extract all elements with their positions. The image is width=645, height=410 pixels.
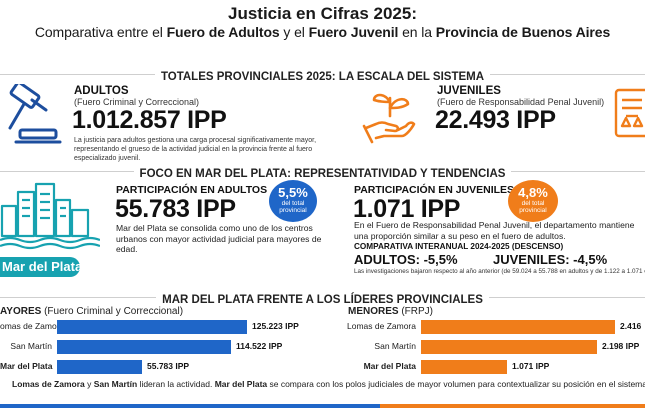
city-label: Mar del Plata <box>2 259 83 274</box>
gavel-icon <box>8 84 62 144</box>
bar-category-label: omas de Zamora <box>0 321 65 331</box>
compare-adultos: ADULTOS: -5,5% <box>354 252 458 267</box>
compare-note: Las investigaciones bajaron respecto al … <box>354 268 645 275</box>
hand-plant-icon <box>362 93 416 144</box>
totals-heading-wrap: TOTALES PROVINCIALES 2025: LA ESCALA DEL… <box>0 67 645 85</box>
mayores-title: AYORES <box>0 306 42 317</box>
footer-part-3: San Martín <box>93 379 138 389</box>
totals-juveniles-sub: (Fuero de Responsabilidad Penal Juvenil) <box>437 97 605 107</box>
menores-chart-title: MENORES (FRPJ) <box>348 306 433 317</box>
bar-category-label: Lomas de Zamora <box>347 321 416 331</box>
bar <box>57 340 231 354</box>
bar-category-label: Mar del Plata <box>0 361 53 371</box>
bar-category-label: Mar del Plata <box>363 361 416 371</box>
bar-value-label: 55.783 IPP <box>147 361 190 371</box>
focus-heading: FOCO EN MAR DEL PLATA: REPRESENTATIVIDAD… <box>133 168 512 180</box>
bar-value-label: 1.071 IPP <box>512 361 550 371</box>
subtitle-part-6: Provincia de Buenos Aires <box>435 24 611 40</box>
compare-heading: COMPARATIVA INTERANUAL 2024-2025 (DESCEN… <box>354 242 564 251</box>
totals-adultos-note: La justicia para adultos gestiona una ca… <box>74 137 317 162</box>
menores-title: MENORES <box>348 306 399 317</box>
page-subtitle: Comparativa entre el Fuero de Adultos y … <box>0 24 645 40</box>
juveniles-share-badge: 4,8% del total provincial <box>508 180 558 222</box>
totals-juveniles-value: 22.493 IPP <box>435 106 556 134</box>
bar-category-label: San Martín <box>374 341 416 351</box>
leaders-heading-wrap: MAR DEL PLATA FRENTE A LOS LÍDERES PROVI… <box>0 290 645 308</box>
page-title: Justicia en Cifras 2025: <box>228 4 417 23</box>
mayores-sub: (Fuero Criminal y Correccional) <box>41 306 184 317</box>
totals-heading: TOTALES PROVINCIALES 2025: LA ESCALA DEL… <box>154 71 491 83</box>
focus-juveniles-text: En el Fuero de Responsabilidad Penal Juv… <box>354 220 635 241</box>
mayores-bar-chart: omas de Zamora 125.223 IPP San Martín 114.5… <box>0 318 340 380</box>
focus-adultos-value: 55.783 IPP <box>115 195 236 223</box>
footer-part-6: se compara con los polos judiciales de m… <box>267 379 645 389</box>
bar <box>421 360 507 374</box>
focus-adultos-text: Mar del Plata se consolida como uno de l… <box>116 223 322 254</box>
footer-part-4: lideran la actividad. <box>137 379 215 389</box>
focus-juveniles-value: 1.071 IPP <box>353 195 461 223</box>
focus-juveniles-label: PARTICIPACIÓN EN JUVENILES <box>354 184 515 196</box>
totals-adultos-value: 1.012.857 IPP <box>72 106 227 134</box>
menores-sub: (FRPJ) <box>398 306 434 317</box>
juveniles-share-pct: 4,8% <box>518 185 548 200</box>
focus-adultos-label: PARTICIPACIÓN EN ADULTOS <box>116 184 268 196</box>
leaders-footer-note: Lomas de Zamora y San Martín lideran la … <box>12 379 645 389</box>
subtitle-part-4: Fuero Juvenil <box>308 24 399 40</box>
bar <box>57 360 142 374</box>
footer-part-1: Lomas de Zamora <box>12 379 85 389</box>
menores-bar-chart: Lomas de Zamora 2.416 San Martín 2.198 IPP M… <box>340 318 645 380</box>
mayores-chart-title: AYORES (Fuero Criminal y Correccional) <box>0 306 183 317</box>
bar-value-label: 114.522 IPP <box>236 341 283 351</box>
bar-value-label: 125.223 IPP <box>252 321 299 331</box>
bar <box>421 320 615 334</box>
subtitle-part-2: Fuero de Adultos <box>166 24 280 40</box>
compare-juveniles: JUVENILES: -4,5% <box>493 252 608 267</box>
adultos-share-text: del total provincial <box>279 200 307 214</box>
subtitle-part-3: y el <box>279 24 309 40</box>
footer-strip-blue <box>0 404 380 408</box>
focus-heading-wrap: FOCO EN MAR DEL PLATA: REPRESENTATIVIDAD… <box>0 164 645 182</box>
bar <box>57 320 247 334</box>
bar-value-label: 2.416 <box>620 321 642 331</box>
bar-value-label: 2.198 IPP <box>602 341 640 351</box>
adultos-share-pct: 5,5% <box>278 185 308 200</box>
subtitle-part-5: en la <box>398 24 436 40</box>
juveniles-share-text: del total provincial <box>519 200 547 214</box>
bar <box>421 340 597 354</box>
footer-strip-orange <box>380 404 645 408</box>
footer-part-2: y <box>84 379 94 389</box>
footer-part-5: Mar del Plata <box>214 379 268 389</box>
totals-juveniles-label: JUVENILES <box>437 85 501 97</box>
subtitle-part-1: Comparativa entre el <box>34 24 167 40</box>
adultos-share-badge: 5,5% del total provincial <box>269 180 317 222</box>
city-label-pill <box>0 257 80 277</box>
leaders-heading: MAR DEL PLATA FRENTE A LOS LÍDERES PROVI… <box>156 294 489 306</box>
city-skyline-icon <box>0 182 100 250</box>
bar-category-label: San Martín <box>10 341 52 351</box>
totals-adultos-sub: (Fuero Criminal y Correccional) <box>74 97 200 107</box>
totals-adultos-label: ADULTOS <box>74 85 129 97</box>
legal-document-icon <box>614 88 645 138</box>
